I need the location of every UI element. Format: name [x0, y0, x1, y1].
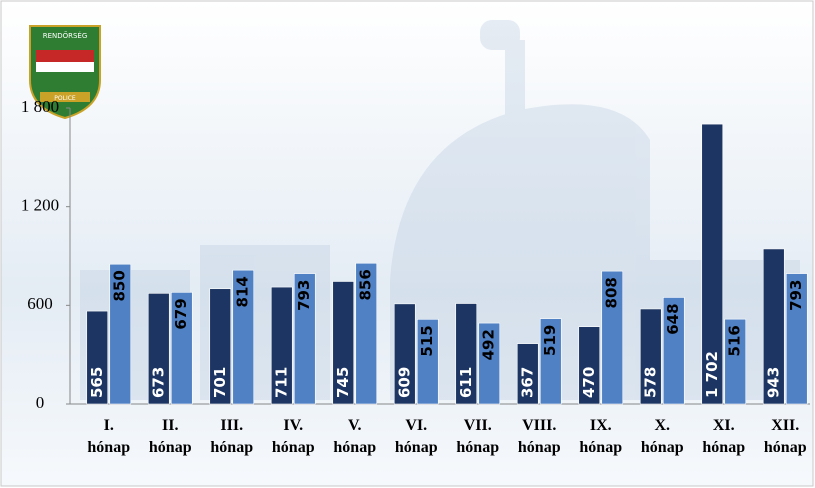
value-label: 515 — [418, 325, 436, 356]
value-label: 609 — [395, 367, 413, 398]
y-tick-label: 1 200 — [21, 196, 59, 215]
value-label: 519 — [541, 325, 559, 356]
value-label: 565 — [88, 367, 106, 398]
value-label: 745 — [334, 367, 352, 398]
value-label: 679 — [172, 298, 190, 329]
value-label: 492 — [480, 329, 498, 360]
y-tick-label: 0 — [36, 393, 45, 412]
value-label: 648 — [664, 303, 682, 334]
value-label: 516 — [726, 325, 744, 356]
value-label: 701 — [211, 367, 229, 398]
value-label: 808 — [603, 277, 621, 308]
value-label: 814 — [234, 276, 252, 307]
value-label: 856 — [357, 269, 375, 300]
value-label: 578 — [641, 367, 659, 398]
value-label: 711 — [272, 367, 290, 398]
value-label: 611 — [457, 367, 475, 398]
value-label: 793 — [787, 280, 805, 311]
value-label: 470 — [580, 367, 598, 398]
value-label: 367 — [518, 367, 536, 398]
value-label: 1 702 — [703, 351, 721, 398]
value-label: 943 — [764, 367, 782, 398]
y-tick-label: 1 800 — [21, 97, 59, 116]
value-label: 793 — [295, 280, 313, 311]
value-label: 850 — [111, 270, 129, 301]
value-label: 673 — [149, 367, 167, 398]
chart: RENDŐRSÉG POLICE 06001 2001 800I.hónap56… — [0, 0, 815, 488]
logo-text: RENDŐRSÉG — [43, 31, 88, 40]
y-tick-label: 600 — [27, 294, 53, 313]
